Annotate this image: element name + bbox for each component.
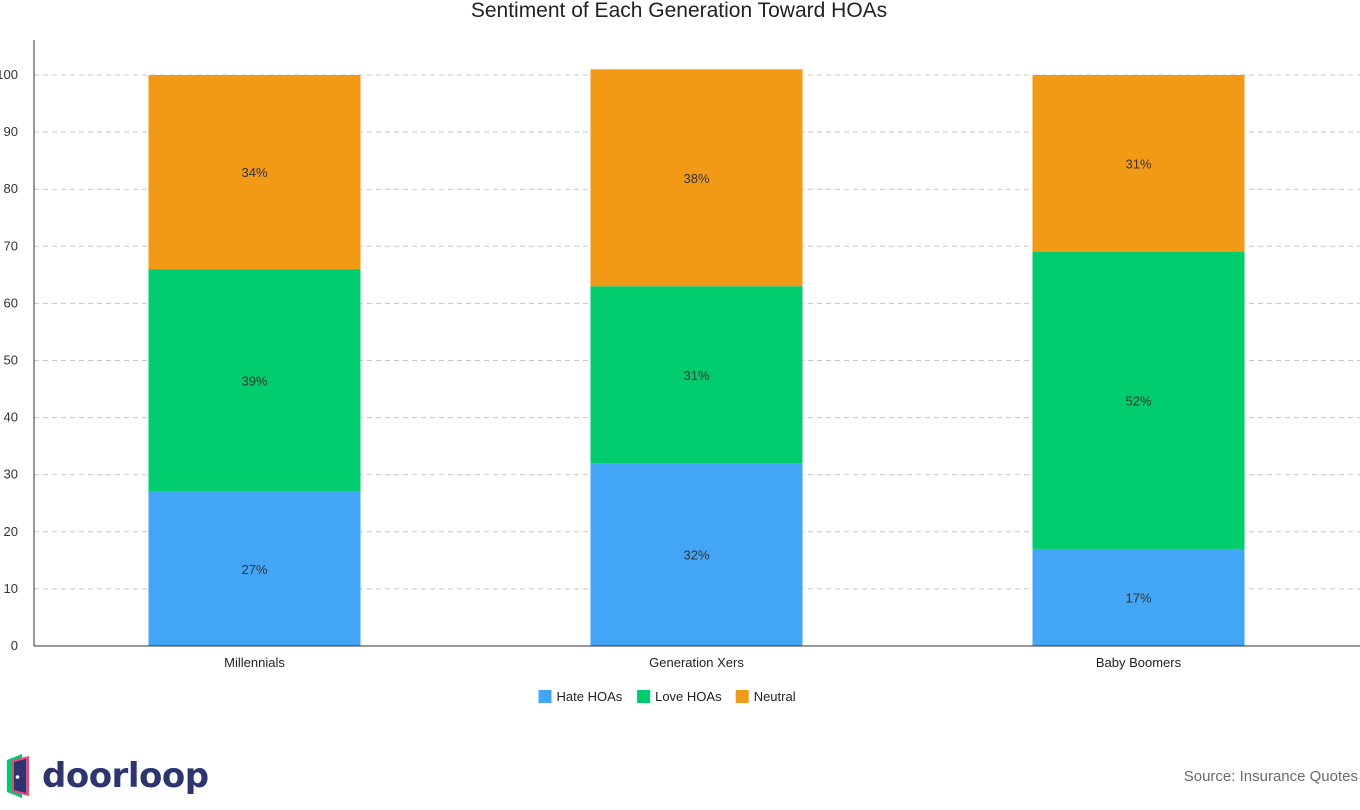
legend-label: Neutral	[754, 689, 796, 704]
legend-label: Hate HOAs	[557, 689, 623, 704]
y-axis: 0 10 20 30 40 50 60 70 80 90 100	[0, 40, 35, 653]
data-label: 38%	[683, 171, 709, 186]
y-tick-label: 40	[4, 410, 18, 425]
y-tick-label: 80	[4, 181, 18, 196]
bar-segment	[590, 463, 803, 646]
bars: 27% 39% 34% 32% 31% 38% 17% 52% 31%	[148, 69, 1245, 646]
legend-swatch	[637, 690, 651, 703]
legend-swatch	[735, 690, 749, 703]
data-label: 31%	[1125, 157, 1151, 172]
bar-segment	[590, 286, 803, 464]
data-label: 17%	[1125, 590, 1151, 605]
legend-item: Love HOAs	[637, 689, 722, 704]
data-label: 31%	[683, 368, 709, 383]
x-tick-label: Generation Xers	[649, 655, 744, 670]
y-tick-label: 70	[4, 238, 18, 253]
stacked-bar-chart: Sentiment of Each Generation Toward HOAs…	[0, 0, 1360, 704]
legend: Hate HOAs Love HOAs Neutral	[538, 689, 796, 704]
y-tick-label: 60	[4, 295, 18, 310]
legend-label: Love HOAs	[655, 689, 722, 704]
data-label: 52%	[1125, 393, 1151, 408]
data-label: 34%	[241, 165, 267, 180]
door-icon	[7, 754, 29, 798]
bar-segment	[148, 491, 361, 646]
bar-segment	[1032, 252, 1245, 549]
legend-item: Neutral	[735, 689, 796, 704]
chart-title: Sentiment of Each Generation Toward HOAs	[471, 0, 887, 22]
source-note: Source: Insurance Quotes	[1183, 768, 1358, 785]
y-tick-label: 50	[4, 353, 18, 368]
data-label: 39%	[241, 373, 267, 388]
legend-swatch	[538, 690, 552, 703]
x-axis: Millennials Generation Xers Baby Boomers	[34, 645, 1360, 670]
bar-segment	[590, 69, 803, 287]
x-tick-label: Millennials	[224, 655, 285, 670]
data-label: 32%	[683, 548, 709, 563]
y-tick-label: 0	[11, 638, 18, 653]
y-tick-label: 10	[4, 581, 18, 596]
y-tick-label: 100	[0, 67, 18, 82]
brand-name: doorloop	[42, 756, 209, 796]
bar-segment	[148, 75, 361, 270]
bar-segment	[1032, 75, 1245, 253]
x-tick-label: Baby Boomers	[1096, 655, 1182, 670]
legend-item: Hate HOAs	[538, 689, 623, 704]
bar-segment	[1032, 548, 1245, 646]
y-tick-label: 30	[4, 467, 18, 482]
bar-segment	[148, 269, 361, 492]
brand-logo: doorloop	[4, 752, 209, 800]
y-tick-label: 90	[4, 124, 18, 139]
y-tick-label: 20	[4, 524, 18, 539]
data-label: 27%	[241, 562, 267, 577]
